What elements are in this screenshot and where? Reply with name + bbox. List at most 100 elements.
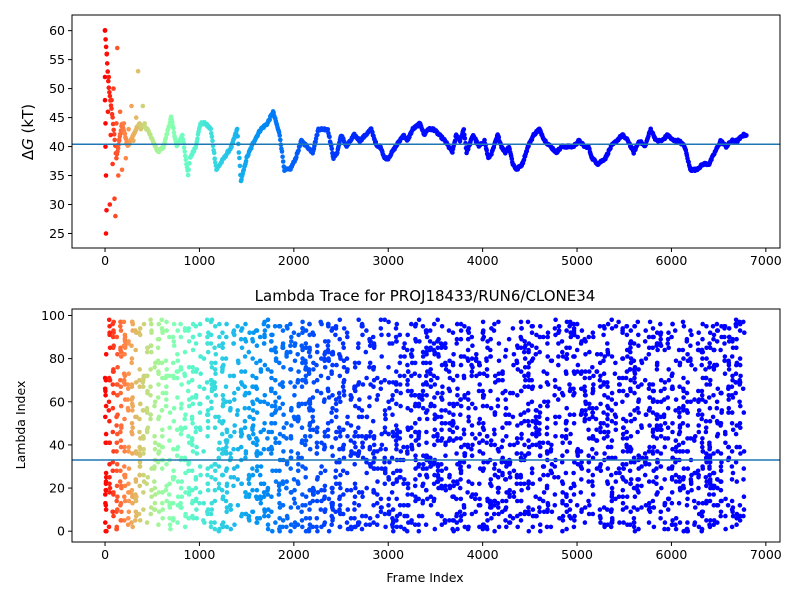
lambda-panel: Lambda Trace for PROJ18433/RUN6/CLONE34 … (13, 287, 782, 585)
lambda-point (318, 470, 324, 476)
lambda-point (700, 336, 705, 342)
lambda-point (186, 434, 191, 439)
lambda-point (140, 436, 146, 441)
x-tick-label: 4000 (467, 253, 499, 268)
lambda-point (243, 455, 248, 461)
lambda-point (261, 427, 267, 433)
lambda-point (325, 375, 331, 381)
lambda-point (454, 321, 460, 327)
lambda-point (677, 414, 682, 420)
lambda-point (443, 487, 449, 493)
lambda-point (423, 487, 429, 493)
lambda-point (190, 487, 195, 493)
lambda-point (534, 431, 539, 437)
lambda-point (322, 352, 327, 357)
lambda-point (412, 393, 418, 398)
lambda-point (545, 472, 551, 478)
delta-g-point (170, 119, 175, 125)
lambda-point (469, 511, 475, 517)
lambda-point (212, 520, 217, 525)
lambda-point (481, 421, 486, 426)
lambda-point (651, 468, 656, 474)
lambda-point (398, 354, 404, 359)
lambda-point (193, 425, 199, 431)
lambda-point (318, 507, 324, 512)
lambda-point (152, 485, 158, 491)
lambda-point (115, 494, 120, 500)
lambda-point (639, 425, 644, 431)
lambda-point (496, 319, 501, 325)
lambda-point (628, 328, 634, 333)
lambda-point (435, 352, 441, 357)
lambda-point (390, 393, 396, 398)
lambda-point (730, 427, 736, 433)
x-tick-label: 7000 (750, 547, 782, 562)
lambda-point (466, 397, 471, 402)
x-tick-label: 3000 (372, 547, 404, 562)
lambda-point (374, 397, 380, 402)
lambda-point (439, 468, 445, 474)
lambda-point (216, 446, 221, 452)
lambda-point (538, 384, 543, 390)
lambda-point (737, 382, 742, 387)
lambda-point (432, 395, 437, 400)
lambda-point (379, 332, 384, 338)
lambda-point (382, 481, 388, 487)
lambda-point (439, 477, 444, 482)
lambda-point (371, 487, 376, 493)
lambda-point (480, 319, 486, 325)
lambda-point (707, 466, 712, 471)
lambda-point (642, 472, 648, 478)
lambda-point (253, 375, 259, 381)
lambda-point (152, 403, 157, 409)
lambda-point (397, 436, 403, 441)
lambda-point (284, 524, 289, 530)
lambda-point (559, 434, 565, 439)
lambda-point (669, 373, 675, 379)
lambda-point (443, 453, 448, 459)
lambda-point (428, 455, 433, 461)
lambda-point (680, 440, 686, 446)
lambda-point (609, 317, 614, 323)
lambda-point (518, 475, 524, 480)
delta-g-point (211, 150, 217, 156)
lambda-point (503, 518, 508, 523)
lambda-point (265, 492, 271, 497)
lambda-point (587, 503, 592, 508)
lambda-point (568, 485, 574, 491)
lambda-point (480, 330, 486, 336)
lambda-point (322, 339, 328, 344)
lambda-point (526, 384, 531, 390)
lambda-point (239, 326, 245, 331)
lambda-point (534, 332, 539, 338)
lambda-point (389, 490, 395, 495)
lambda-point (250, 356, 255, 361)
lambda-point (239, 481, 244, 487)
lambda-point (144, 405, 150, 411)
lambda-point (250, 509, 256, 515)
lambda-point (103, 431, 109, 437)
lambda-point (145, 388, 150, 394)
lambda-point (122, 352, 127, 357)
lambda-point (299, 401, 305, 407)
lambda-point (714, 321, 720, 327)
lambda-point (371, 434, 377, 439)
lambda-point (586, 468, 591, 474)
lambda-point (707, 418, 713, 424)
lambda-point (288, 522, 294, 527)
lambda-point (458, 362, 464, 368)
lambda-point (465, 347, 471, 353)
lambda-point (556, 324, 562, 329)
lambda-point (707, 472, 712, 478)
lambda-point (564, 319, 570, 325)
y-tick-label: 55 (49, 52, 65, 67)
lambda-point (421, 462, 426, 467)
lambda-point (621, 520, 626, 525)
lambda-point (273, 377, 278, 383)
lambda-point (269, 444, 274, 450)
lambda-point (337, 429, 343, 435)
lambda-point (707, 382, 713, 387)
lambda-point (345, 414, 350, 420)
lambda-point (597, 324, 603, 329)
lambda-point (296, 332, 301, 338)
